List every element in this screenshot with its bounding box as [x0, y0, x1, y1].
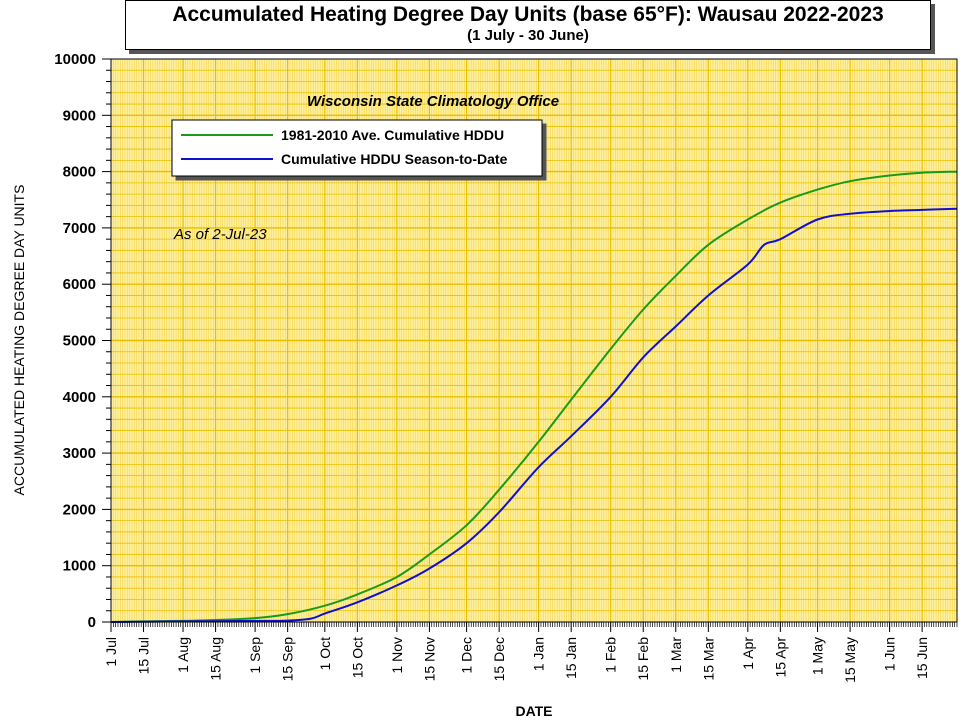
x-tick-label: 15 Mar — [700, 637, 716, 681]
x-tick-label: 1 Sep — [247, 637, 263, 674]
x-tick-label: 1 Nov — [389, 637, 405, 674]
y-tick-label: 9000 — [63, 107, 96, 124]
x-tick-label: 1 Apr — [740, 637, 756, 670]
x-tick-label: 1 Jan — [531, 637, 547, 671]
horizontal-gridlines — [111, 69, 957, 612]
annotation-asof: As of 2-Jul-23 — [173, 226, 267, 243]
y-tick-label: 6000 — [63, 276, 96, 293]
plot-border — [110, 58, 958, 623]
y-axis-title: ACCUMULATED HEATING DEGREE DAY UNITS — [11, 185, 27, 496]
x-tick-label: 15 Nov — [421, 637, 437, 681]
y-axis: 0 1000 2000 3000 4000 5000 6000 7000 8000 9000 100… — [54, 51, 111, 631]
series-line-season — [110, 207, 958, 623]
y-tick-label: 0 — [88, 614, 96, 631]
title-box: Accumulated Heating Degree Day Units (ba… — [125, 0, 931, 50]
legend: 1981-2010 Ave. Cumulative HDDU Cumulativ… — [171, 119, 543, 177]
series-line-average — [110, 170, 958, 623]
y-tick-label: 8000 — [63, 164, 96, 181]
x-tick-label: 1 Aug — [175, 637, 191, 673]
legend-box — [171, 119, 543, 177]
x-tick-label: 1 Jun — [882, 637, 898, 671]
legend-label-season: Cumulative HDDU Season-to-Date — [281, 151, 508, 167]
x-tick-label: 1 Feb — [603, 637, 619, 673]
x-tick-label: 1 Mar — [668, 637, 684, 673]
y-tick-label: 1000 — [63, 558, 96, 575]
x-tick-label: 15 Aug — [208, 637, 224, 681]
y-tick-label: 2000 — [63, 501, 96, 518]
x-tick-label: 1 Oct — [317, 637, 333, 671]
x-tick-label: 15 Dec — [491, 637, 507, 681]
chart-subtitle: (1 July - 30 June) — [467, 27, 589, 44]
y-tick-label: 4000 — [63, 389, 96, 406]
x-axis: 1 Jul 15 Jul 1 Aug 15 Aug 1 Sep 15 Sep 1 Oct 15… — [103, 622, 958, 683]
legend-label-average: 1981-2010 Ave. Cumulative HDDU — [281, 127, 504, 143]
x-tick-label: 1 Dec — [459, 637, 475, 674]
x-tick-label: 15 Jun — [914, 637, 930, 679]
x-tick-label: 15 Sep — [280, 637, 296, 682]
x-tick-label: 15 Feb — [635, 637, 651, 681]
series-lines — [110, 170, 958, 623]
y-tick-label: 7000 — [63, 220, 96, 237]
x-tick-label: 15 Jul — [136, 637, 152, 674]
x-axis-title: DATE — [515, 703, 552, 719]
x-tick-label: 15 Apr — [772, 637, 788, 678]
x-tick-label: 15 May — [842, 637, 858, 683]
x-tick-label: 1 Jul — [103, 637, 119, 667]
x-tick-label: 1 May — [810, 637, 826, 675]
x-tick-label: 15 Oct — [349, 637, 365, 678]
y-tick-label: 5000 — [63, 333, 96, 350]
annotation-source: Wisconsin State Climatology Office — [307, 93, 559, 110]
y-tick-label: 3000 — [63, 445, 96, 462]
y-tick-label: 10000 — [54, 51, 96, 68]
x-tick-label: 15 Jan — [563, 637, 579, 679]
chart-title: Accumulated Heating Degree Day Units (ba… — [172, 3, 884, 26]
